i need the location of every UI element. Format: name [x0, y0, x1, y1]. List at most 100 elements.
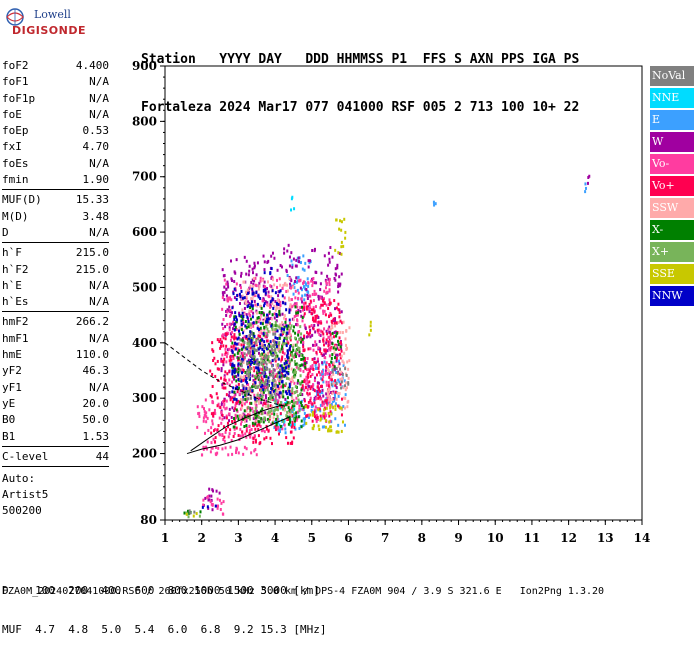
param-value: 46.3: [82, 364, 110, 378]
legend: NoVal NNE E W Vo- Vo+ SSW X- X+ SSE NNW: [650, 66, 694, 308]
echo-point: [313, 360, 316, 364]
echo-point: [295, 390, 298, 394]
echo-point: [281, 355, 284, 359]
echo-point: [263, 268, 266, 272]
legend-item: Vo-: [650, 154, 694, 174]
echo-point: [283, 329, 286, 333]
separator: [2, 445, 109, 447]
echo-point: [232, 327, 235, 331]
echo-point: [231, 380, 234, 384]
echo-point: [247, 273, 250, 277]
echo-point: [289, 430, 292, 434]
echo-point: [240, 323, 243, 327]
echo-point: [250, 366, 253, 370]
echo-point: [212, 414, 215, 418]
echo-point: [265, 375, 268, 379]
echo-point: [275, 324, 278, 328]
param-name: fmin: [2, 173, 29, 187]
echo-point: [231, 369, 234, 373]
echo-point: [347, 382, 350, 386]
echo-point: [279, 264, 282, 268]
echo-point: [328, 335, 331, 339]
echo-point: [254, 360, 257, 364]
echo-point: [252, 294, 255, 298]
echo-point: [338, 315, 341, 319]
echo-point: [321, 353, 324, 357]
echo-point: [294, 353, 297, 357]
echo-point: [263, 345, 266, 349]
echo-point: [305, 375, 308, 379]
echo-point: [248, 364, 251, 368]
echo-point: [202, 447, 205, 451]
echo-point: [250, 317, 253, 321]
echo-point: [284, 317, 287, 321]
echo-point: [294, 303, 297, 307]
echo-point: [247, 349, 250, 353]
echo-point: [321, 330, 324, 334]
echo-point: [289, 344, 292, 348]
echo-point: [309, 259, 312, 263]
echo-point: [319, 282, 322, 286]
echo-point: [295, 310, 298, 314]
echo-point: [307, 347, 310, 351]
echo-point: [246, 361, 249, 365]
echo-point: [230, 298, 233, 302]
echo-point: [274, 424, 277, 428]
echo-point: [288, 277, 291, 281]
echo-point: [322, 297, 325, 301]
param-row: B1 1.53: [2, 429, 109, 445]
echo-point: [335, 397, 338, 401]
echo-point: [259, 276, 262, 280]
echo-point: [291, 377, 294, 381]
echo-point: [209, 450, 212, 454]
echo-point: [290, 394, 293, 398]
echo-point: [229, 395, 232, 399]
echo-point: [295, 385, 298, 389]
echo-point: [243, 425, 246, 429]
echo-point: [315, 361, 318, 365]
echo-point: [230, 279, 233, 283]
echo-point: [344, 367, 347, 371]
echo-point: [317, 297, 320, 301]
echo-point: [250, 338, 253, 342]
echo-point: [267, 411, 270, 415]
echo-point: [288, 305, 291, 309]
echo-point: [278, 395, 281, 399]
echo-point: [295, 396, 298, 400]
echo-point: [318, 395, 321, 399]
echo-point: [266, 331, 269, 335]
echo-point: [305, 287, 308, 291]
echo-point: [307, 400, 310, 404]
echo-point: [247, 317, 250, 321]
param-name: hmF1: [2, 331, 29, 345]
echo-point: [290, 251, 293, 255]
echo-point: [260, 394, 263, 398]
echo-point: [276, 408, 279, 412]
echo-point: [312, 316, 315, 320]
echo-point: [337, 359, 340, 363]
echo-point: [283, 296, 286, 300]
echo-point: [322, 339, 325, 343]
echo-point: [285, 363, 288, 367]
echo-point: [305, 368, 308, 372]
echo-point: [223, 274, 226, 278]
echo-point: [329, 377, 332, 381]
echo-point: [327, 344, 330, 348]
echo-point: [279, 424, 282, 428]
echo-point: [247, 358, 250, 362]
param-row: fmin 1.90: [2, 172, 109, 188]
echo-point: [281, 347, 284, 351]
echo-point: [226, 425, 229, 429]
echo-point: [323, 416, 326, 420]
echo-point: [239, 283, 242, 287]
echo-point: [226, 322, 229, 326]
echo-point: [346, 346, 349, 350]
echo-point: [295, 365, 298, 369]
echo-point: [243, 352, 246, 356]
param-name: h`Es: [2, 295, 29, 309]
echo-point: [252, 332, 255, 336]
echo-point: [214, 440, 217, 444]
echo-point: [278, 277, 281, 281]
echo-point: [210, 498, 213, 502]
echo-point: [264, 293, 267, 297]
